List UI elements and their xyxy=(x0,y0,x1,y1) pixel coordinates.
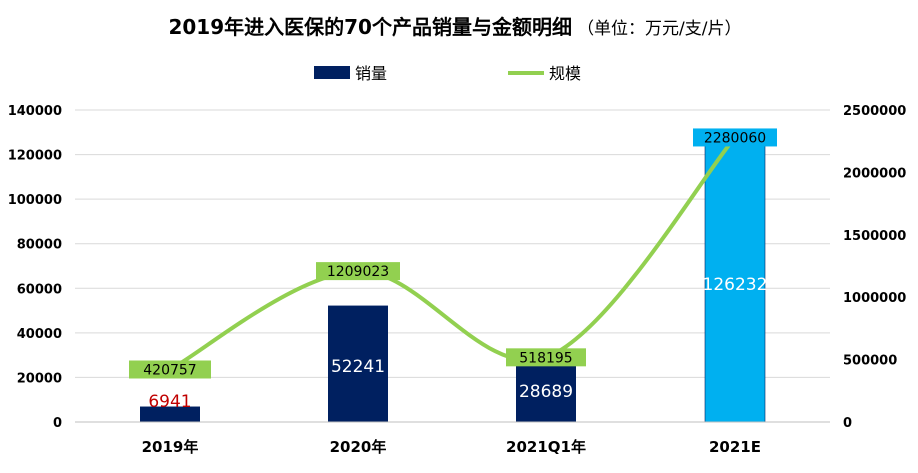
x-axis-category-label: 2019年 xyxy=(142,438,199,456)
right-axis-tick-label: 2000000 xyxy=(843,166,906,181)
line-series xyxy=(168,135,737,372)
bar-labels: 6941 52241 28689 126232 xyxy=(148,275,767,412)
left-axis-tick-label: 80000 xyxy=(17,238,62,253)
bar-value-label: 28689 xyxy=(519,382,573,402)
chart-title: 2019年进入医保的70个产品销量与金额明细 （单位：万元/支/片） xyxy=(168,15,741,39)
line-value-label-box xyxy=(506,348,586,367)
bar-value-label: 6941 xyxy=(148,392,191,412)
right-axis-tick-label: 1500000 xyxy=(843,229,906,244)
x-axis-category-label: 2021Q1年 xyxy=(506,438,586,456)
bars xyxy=(140,140,766,423)
bar-value-label: 126232 xyxy=(703,275,768,295)
line-value-label: 1209023 xyxy=(327,264,389,280)
left-axis-tick-label: 120000 xyxy=(8,149,62,164)
x-axis: 2019年 2020年 2021Q1年 2021E xyxy=(75,421,830,456)
line-series-path xyxy=(168,135,737,372)
bar-value-label: 52241 xyxy=(331,357,385,377)
legend-bar-label: 销量 xyxy=(355,64,387,83)
line-value-label: 420757 xyxy=(143,362,196,378)
line-value-label-box xyxy=(693,128,777,147)
bar xyxy=(140,406,200,422)
legend: 销量 规模 xyxy=(314,64,581,83)
bar xyxy=(704,140,766,423)
x-axis-category-label: 2020年 xyxy=(330,438,387,456)
left-axis-tick-label: 0 xyxy=(53,416,62,431)
line-labels: 420757 1209023 518195 2280060 xyxy=(129,128,777,379)
chart-title-unit: （单位：万元/支/片） xyxy=(577,19,741,39)
x-axis-category-label: 2021E xyxy=(709,438,761,456)
left-axis: 0 20000 40000 60000 80000 100000 120000 140000 xyxy=(8,104,62,431)
line-value-label-box xyxy=(129,360,211,379)
left-axis-tick-label: 60000 xyxy=(17,282,62,297)
right-axis-tick-label: 500000 xyxy=(843,354,897,369)
left-axis-tick-label: 20000 xyxy=(17,371,62,386)
right-axis-tick-label: 1000000 xyxy=(843,291,906,306)
legend-bar-swatch xyxy=(314,66,350,79)
legend-line-label: 规模 xyxy=(549,64,581,83)
bar xyxy=(516,358,576,422)
left-axis-tick-label: 140000 xyxy=(8,104,62,119)
bar xyxy=(328,305,388,422)
chart-title-main: 2019年进入医保的70个产品销量与金额明细 xyxy=(168,15,572,39)
left-axis-tick-label: 100000 xyxy=(8,193,62,208)
left-axis-tick-label: 40000 xyxy=(17,327,62,342)
right-axis-tick-label: 2500000 xyxy=(843,104,906,119)
line-value-label: 518195 xyxy=(519,350,572,366)
line-value-label: 2280060 xyxy=(704,130,766,146)
line-value-label-box xyxy=(316,262,400,281)
right-axis-tick-label: 0 xyxy=(843,416,852,431)
right-axis: 0 500000 1000000 1500000 2000000 2500000 xyxy=(843,104,906,431)
